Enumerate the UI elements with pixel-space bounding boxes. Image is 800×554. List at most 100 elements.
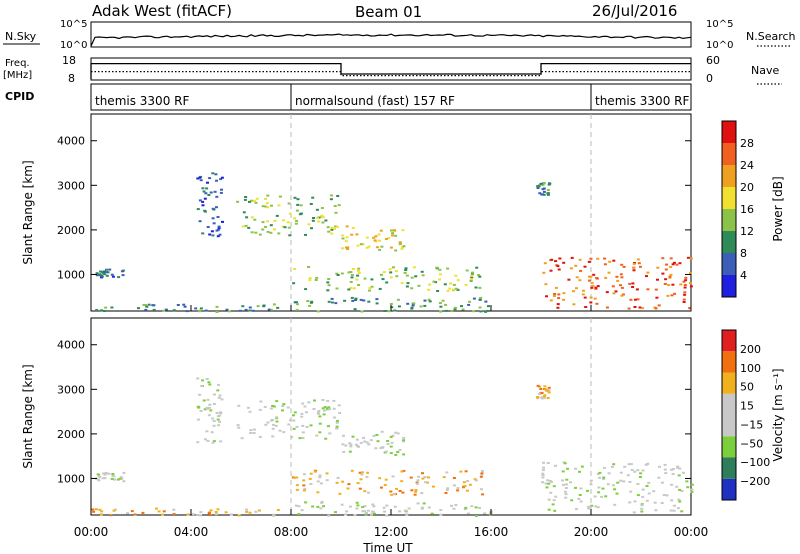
data-cell <box>304 233 307 236</box>
data-cell <box>277 204 281 207</box>
data-cell <box>322 505 325 508</box>
data-cell <box>208 383 212 386</box>
data-cell <box>383 310 387 312</box>
data-cell <box>596 506 600 509</box>
data-cell <box>200 385 204 387</box>
date-title: 26/Jul/2016 <box>592 2 677 20</box>
data-cell <box>591 284 595 287</box>
data-cell <box>680 510 684 513</box>
data-cell <box>302 484 306 487</box>
data-cell <box>221 220 224 223</box>
data-cell <box>314 279 318 281</box>
data-cell <box>357 267 361 270</box>
data-cell <box>480 470 484 472</box>
data-cell <box>318 474 322 477</box>
data-cell <box>549 269 553 272</box>
data-cell <box>453 484 456 487</box>
data-cell <box>551 503 555 506</box>
nsearch-label: N.Search <box>746 30 796 43</box>
data-cell <box>590 504 594 507</box>
data-cell <box>410 489 414 492</box>
data-cell <box>615 492 619 495</box>
data-cell <box>335 427 339 430</box>
data-cell <box>438 302 442 304</box>
data-cell <box>120 270 124 273</box>
data-cell <box>191 513 195 516</box>
data-cell <box>308 304 312 307</box>
data-cell <box>326 289 330 292</box>
data-cell <box>236 424 240 427</box>
data-cell <box>255 197 259 200</box>
data-cell <box>229 513 233 516</box>
colorbar-swatch <box>722 351 736 373</box>
data-cell <box>350 274 354 276</box>
data-cell <box>116 478 120 481</box>
data-cell <box>654 288 658 291</box>
colorbar-swatch <box>722 275 736 297</box>
data-cell <box>295 488 299 491</box>
data-cell <box>638 306 642 309</box>
data-cell <box>470 275 474 277</box>
data-cell <box>595 302 599 305</box>
colorbar-swatch <box>722 231 736 253</box>
data-cell <box>592 273 596 276</box>
data-cell <box>245 510 249 513</box>
data-cell <box>336 274 340 276</box>
data-cell <box>464 283 468 286</box>
data-cell <box>670 294 674 297</box>
data-cell <box>267 308 271 311</box>
data-cell <box>112 509 116 512</box>
data-cell <box>414 490 418 493</box>
data-cell <box>269 224 273 227</box>
data-cell <box>321 221 325 224</box>
data-cell <box>547 391 551 394</box>
data-cell <box>293 411 297 414</box>
data-cell <box>426 481 429 484</box>
data-cell <box>296 198 300 201</box>
data-cell <box>215 195 219 198</box>
data-cell <box>359 243 363 246</box>
data-cell <box>218 233 222 236</box>
data-cell <box>341 237 345 240</box>
data-cell <box>391 434 395 437</box>
data-cell <box>144 308 148 311</box>
data-cell <box>478 306 482 309</box>
data-cell <box>409 476 413 479</box>
data-cell <box>321 399 325 401</box>
data-cell <box>288 419 292 422</box>
data-cell <box>310 300 314 303</box>
data-cell <box>99 274 103 277</box>
data-cell <box>100 275 104 278</box>
data-cell <box>686 256 690 259</box>
plot-frame <box>90 113 692 312</box>
data-cell <box>266 421 270 424</box>
data-cell <box>328 408 332 411</box>
data-cell <box>341 443 345 446</box>
data-cell <box>218 394 222 397</box>
data-cell <box>111 275 115 278</box>
data-cell <box>263 405 267 408</box>
data-cell <box>309 203 313 205</box>
data-cell <box>427 506 431 509</box>
data-cell <box>675 263 679 266</box>
data-cell <box>318 476 322 479</box>
data-cell <box>427 298 431 301</box>
data-cell <box>641 469 645 472</box>
data-cell <box>300 412 304 415</box>
data-cell <box>210 431 214 434</box>
data-cell <box>403 509 407 512</box>
data-cell <box>303 405 307 408</box>
data-cell <box>122 471 126 474</box>
data-cell <box>286 221 290 224</box>
data-cell <box>683 293 687 296</box>
data-cell <box>300 509 304 512</box>
data-cell <box>207 194 211 196</box>
data-cell <box>416 502 420 505</box>
data-cell <box>215 311 219 313</box>
colorbar-swatch <box>722 121 736 143</box>
data-cell <box>586 489 589 492</box>
data-cell <box>201 379 205 382</box>
data-cell <box>365 475 369 478</box>
data-cell <box>304 501 308 504</box>
data-cell <box>208 511 211 514</box>
